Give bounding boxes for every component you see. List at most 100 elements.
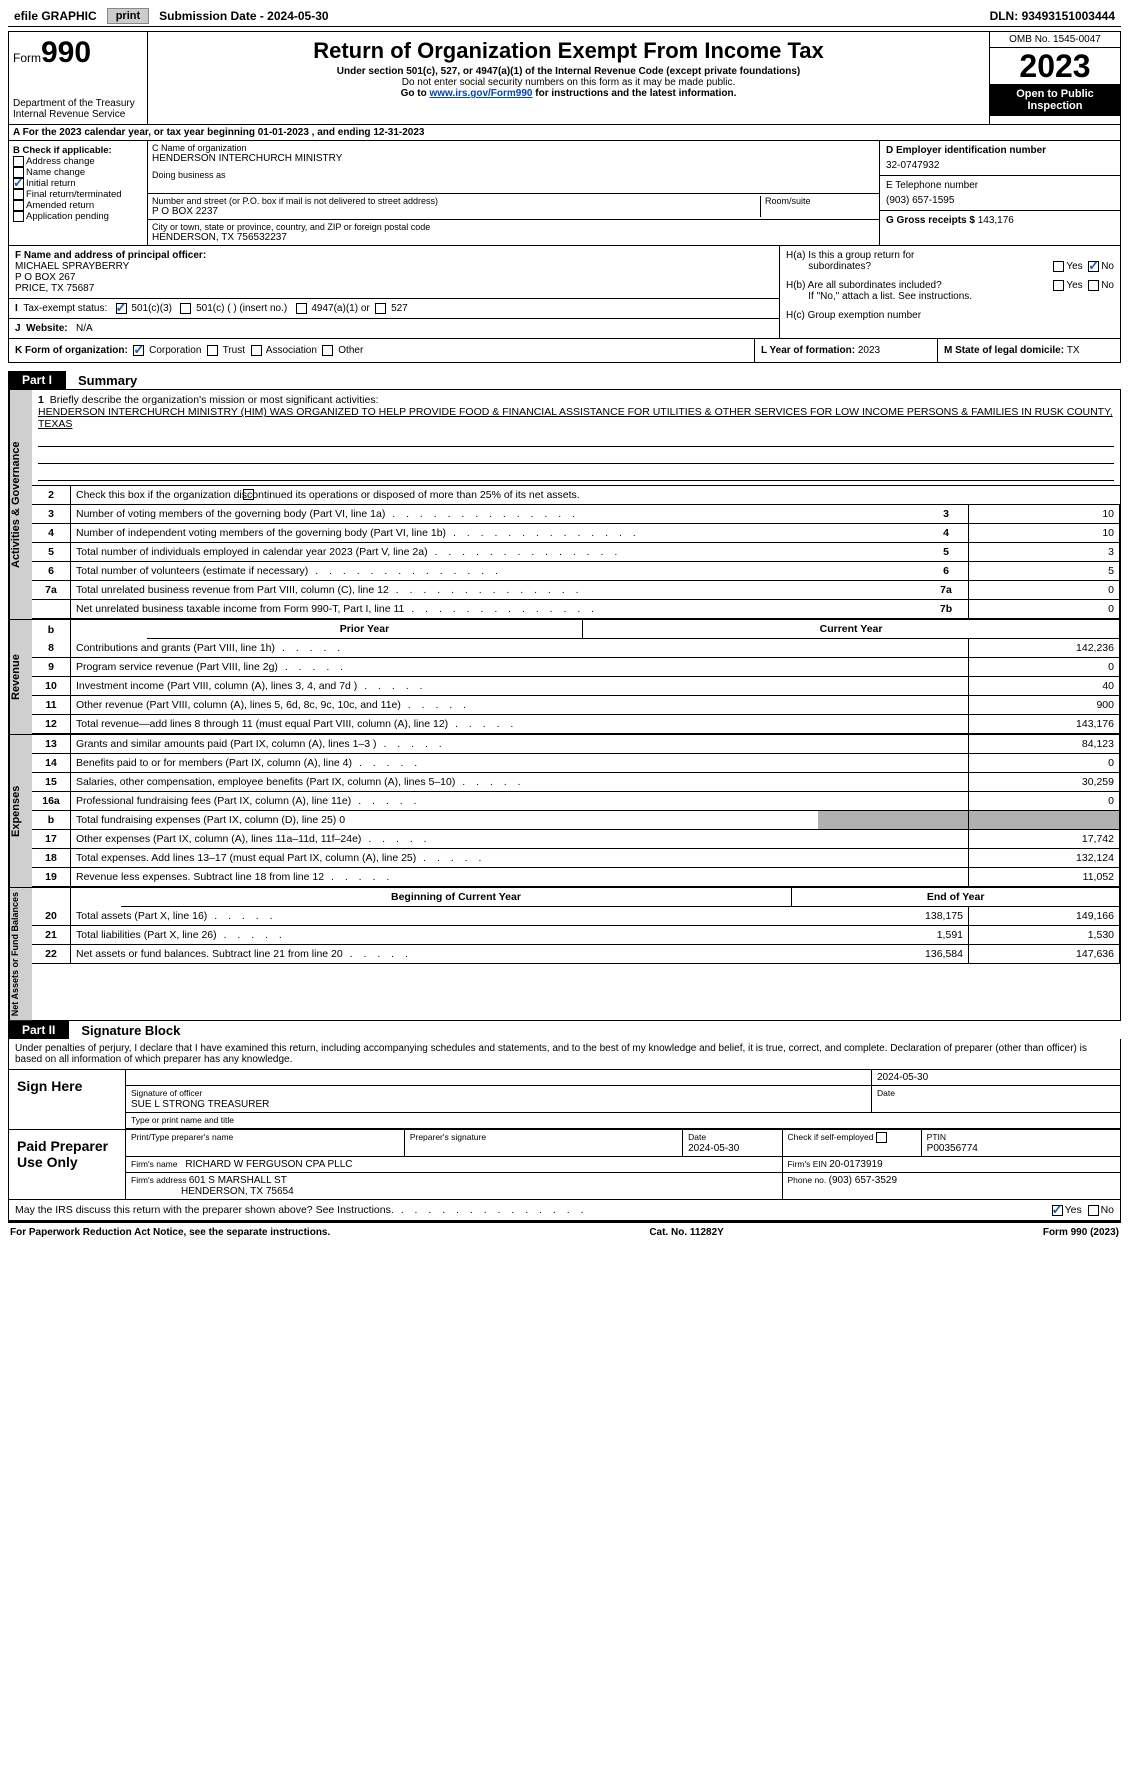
table-row: 12Total revenue—add lines 8 through 11 (… — [32, 715, 1120, 734]
form-header: Form990 Department of the Treasury Inter… — [8, 31, 1121, 125]
preparer-label: Paid Preparer Use Only — [9, 1130, 126, 1199]
firm-ein: 20-0173919 — [829, 1159, 882, 1170]
part2-header: Part II Signature Block — [8, 1021, 1121, 1039]
gov-table: 2Check this box if the organization disc… — [32, 486, 1120, 505]
ha-cell: H(a) Is this a group return for subordin… — [780, 246, 1120, 276]
vlabel-exp: Expenses — [9, 735, 32, 887]
cb-ha-no[interactable] — [1088, 261, 1099, 272]
mission-block: 1 Briefly describe the organization's mi… — [32, 390, 1120, 486]
street-cell: Number and street (or P.O. box if mail i… — [148, 194, 879, 220]
tax-year: 2023 — [990, 48, 1120, 84]
form-title-block: Return of Organization Exempt From Incom… — [148, 32, 990, 124]
firm-phone: (903) 657-3529 — [829, 1175, 897, 1186]
form-id-block: Form990 Department of the Treasury Inter… — [9, 32, 148, 124]
website-cell: J Website: N/A — [9, 319, 779, 338]
table-row: 11Other revenue (Part VIII, column (A), … — [32, 696, 1120, 715]
cb-corp[interactable] — [133, 345, 144, 356]
cb-assoc[interactable] — [251, 345, 262, 356]
phone: (903) 657-1595 — [886, 195, 1114, 206]
cb-final-return[interactable] — [13, 189, 24, 200]
part1-title: Summary — [66, 373, 137, 388]
omb-number: OMB No. 1545-0047 — [990, 32, 1120, 48]
cb-discuss-no[interactable] — [1088, 1205, 1099, 1216]
ein: 32-0747932 — [886, 160, 1114, 171]
rev-head: b Prior Year Current Year — [32, 620, 1120, 639]
page-footer: For Paperwork Reduction Act Notice, see … — [8, 1221, 1121, 1242]
discuss-row: May the IRS discuss this return with the… — [8, 1200, 1121, 1221]
ein-cell: D Employer identification number 32-0747… — [880, 141, 1120, 176]
cb-initial-return[interactable] — [13, 178, 24, 189]
dept-treasury: Department of the Treasury — [13, 98, 143, 109]
paperwork-notice: For Paperwork Reduction Act Notice, see … — [10, 1227, 330, 1238]
mission-text: HENDERSON INTERCHURCH MINISTRY (HIM) WAS… — [38, 406, 1113, 430]
table-row: 9Program service revenue (Part VIII, lin… — [32, 658, 1120, 677]
cb-527[interactable] — [375, 303, 386, 314]
line2: Check this box if the organization disco… — [71, 486, 1121, 505]
cb-hb-yes[interactable] — [1053, 280, 1064, 291]
penalties-text: Under penalties of perjury, I declare th… — [9, 1039, 1120, 1069]
table-row: 13Grants and similar amounts paid (Part … — [32, 735, 1120, 754]
table-row: 14Benefits paid to or for members (Part … — [32, 754, 1120, 773]
irs-link[interactable]: www.irs.gov/Form990 — [429, 88, 532, 99]
city-cell: City or town, state or province, country… — [148, 220, 879, 245]
part1-tab: Part I — [8, 371, 66, 389]
hc-cell: H(c) Group exemption number — [780, 306, 1120, 325]
col-b-checkboxes: B Check if applicable: Address change Na… — [9, 141, 148, 245]
col-h: H(a) Is this a group return for subordin… — [780, 246, 1120, 338]
cb-501c3[interactable] — [116, 303, 127, 314]
cb-ha-yes[interactable] — [1053, 261, 1064, 272]
cb-amended[interactable] — [13, 200, 24, 211]
public-inspection: Open to Public Inspection — [990, 84, 1120, 116]
cb-4947[interactable] — [296, 303, 307, 314]
table-row: 21Total liabilities (Part X, line 26)1,5… — [32, 926, 1120, 945]
cb-hb-no[interactable] — [1088, 280, 1099, 291]
cb-line2[interactable] — [243, 489, 254, 500]
k-cell: K Form of organization: Corporation Trus… — [9, 339, 755, 362]
dln: DLN: 93493151003444 — [984, 8, 1121, 24]
b-title: B Check if applicable: — [13, 145, 143, 156]
summary-exp: Expenses 13Grants and similar amounts pa… — [8, 735, 1121, 888]
cat-no: Cat. No. 11282Y — [649, 1227, 723, 1238]
l-cell: L Year of formation: 2023 — [755, 339, 938, 362]
table-row: 19Revenue less expenses. Subtract line 1… — [32, 868, 1120, 887]
table-row: 20Total assets (Part X, line 16)138,1751… — [32, 907, 1120, 926]
cb-address-change[interactable] — [13, 156, 24, 167]
col-fij: F Name and address of principal officer:… — [9, 246, 780, 338]
cb-app-pending[interactable] — [13, 211, 24, 222]
hb-cell: H(b) Are all subordinates included? Yes … — [780, 276, 1120, 306]
street: P O BOX 2237 — [152, 206, 756, 217]
table-row: 3Number of voting members of the governi… — [32, 505, 1120, 524]
sign-here-label: Sign Here — [9, 1070, 126, 1129]
cb-other[interactable] — [322, 345, 333, 356]
table-row: 7aTotal unrelated business revenue from … — [32, 581, 1120, 600]
form-title: Return of Organization Exempt From Incom… — [152, 38, 985, 64]
officer-cell: F Name and address of principal officer:… — [9, 246, 779, 299]
org-name: HENDERSON INTERCHURCH MINISTRY — [152, 153, 875, 164]
efile-label: efile GRAPHIC — [8, 8, 103, 24]
table-row: 5Total number of individuals employed in… — [32, 543, 1120, 562]
cb-trust[interactable] — [207, 345, 218, 356]
tax-status-cell: I Tax-exempt status: 501(c)(3) 501(c) ( … — [9, 299, 779, 319]
vlabel-net: Net Assets or Fund Balances — [9, 888, 32, 1020]
irs-label: Internal Revenue Service — [13, 109, 143, 120]
print-button[interactable]: print — [107, 8, 149, 24]
table-row: Net unrelated business taxable income fr… — [32, 600, 1120, 619]
officer-sig: SUE L STRONG TREASURER — [131, 1099, 269, 1110]
table-row: 6Total number of volunteers (estimate if… — [32, 562, 1120, 581]
phone-cell: E Telephone number (903) 657-1595 — [880, 176, 1120, 211]
form-number: Form990 — [13, 36, 143, 70]
firm-name: RICHARD W FERGUSON CPA PLLC — [185, 1159, 352, 1170]
form-ref: Form 990 (2023) — [1043, 1227, 1119, 1238]
subtitle-3: Go to www.irs.gov/Form990 for instructio… — [152, 88, 985, 99]
website: N/A — [76, 323, 93, 334]
signature-block: Under penalties of perjury, I declare th… — [8, 1039, 1121, 1200]
top-toolbar: efile GRAPHIC print Submission Date - 20… — [8, 8, 1121, 27]
cb-self-employed[interactable] — [876, 1132, 887, 1143]
submission-date: Submission Date - 2024-05-30 — [153, 8, 334, 24]
table-row: 15Salaries, other compensation, employee… — [32, 773, 1120, 792]
part2-title: Signature Block — [69, 1023, 180, 1038]
net-head: Beginning of Current Year End of Year — [32, 888, 1120, 907]
cb-501c[interactable] — [180, 303, 191, 314]
cb-discuss-yes[interactable] — [1052, 1205, 1063, 1216]
subtitle-2: Do not enter social security numbers on … — [152, 77, 985, 88]
